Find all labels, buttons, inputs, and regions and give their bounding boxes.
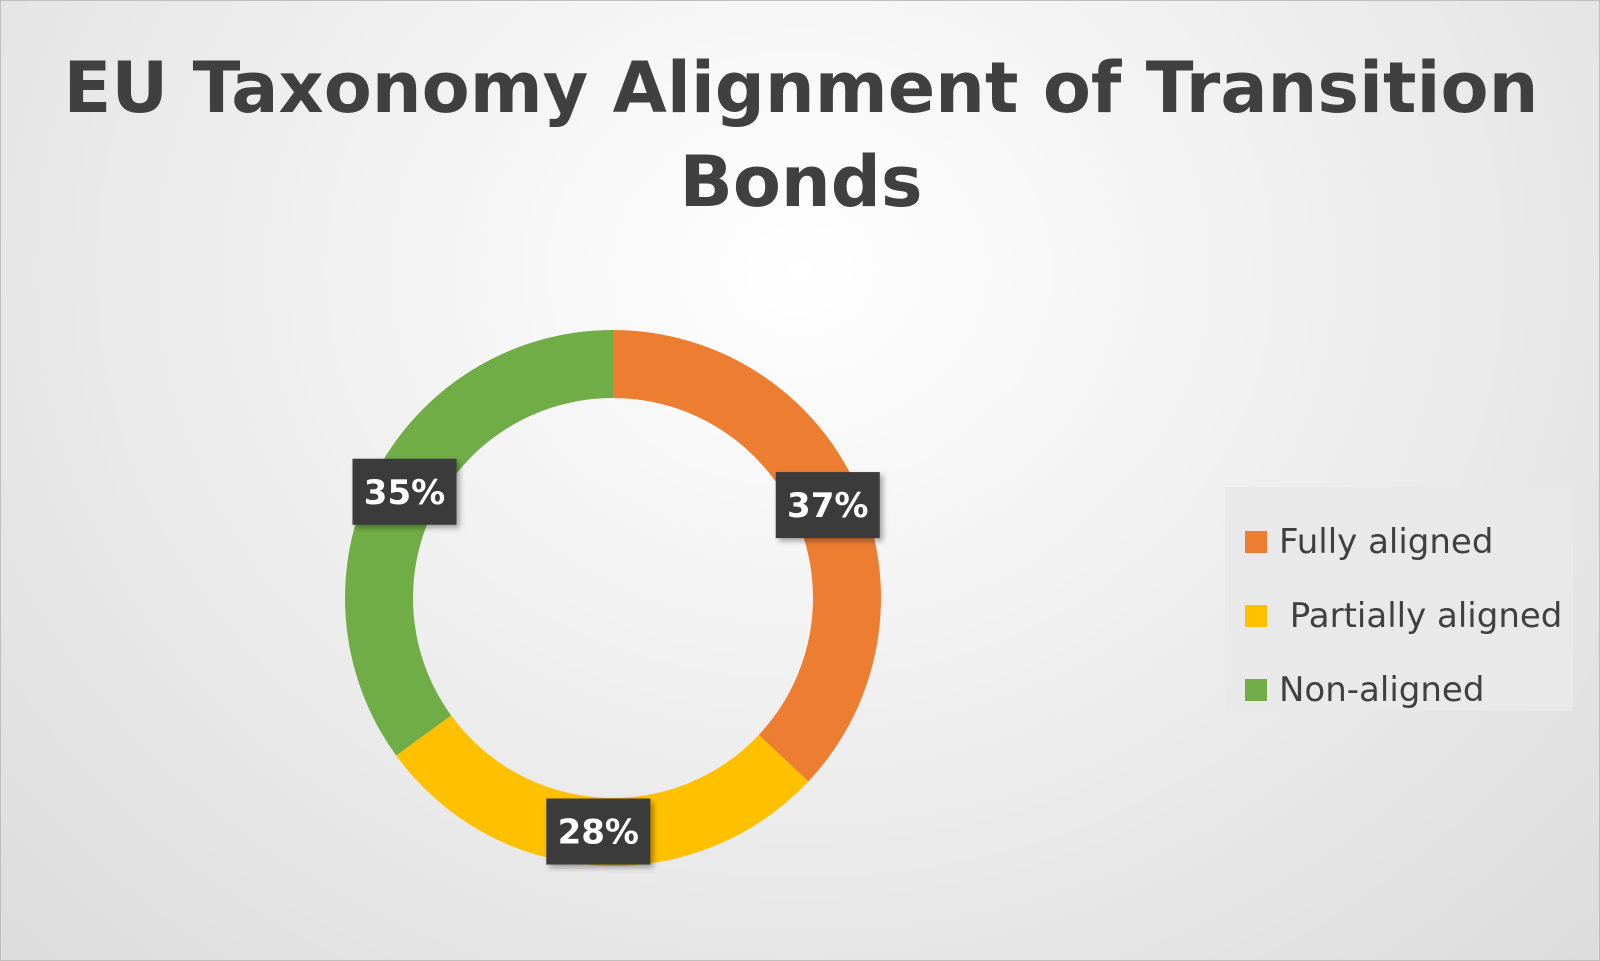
data-label-text: 35% xyxy=(364,473,445,513)
slice-fully-aligned xyxy=(613,330,881,782)
legend-label-non-aligned: Non-aligned xyxy=(1279,670,1485,710)
data-label-box xyxy=(546,798,651,865)
legend-swatch-non-aligned xyxy=(1245,679,1267,701)
data-label-box xyxy=(775,472,880,539)
data-label-non-aligned: 35% xyxy=(352,458,457,525)
data-label-box xyxy=(352,458,457,525)
legend-swatch-fully-aligned xyxy=(1245,531,1267,553)
legend-item-partially-aligned: Partially aligned xyxy=(1245,579,1573,653)
legend-swatch-partially-aligned xyxy=(1245,605,1267,627)
data-label-fully-aligned: 37% xyxy=(775,472,880,539)
legend-item-fully-aligned: Fully aligned xyxy=(1245,505,1573,579)
data-label-partially-aligned: 28% xyxy=(546,798,651,865)
data-label-text: 37% xyxy=(787,486,868,526)
chart-title: EU Taxonomy Alignment of Transition Bond… xyxy=(63,47,1539,223)
legend-label-fully-aligned: Fully aligned xyxy=(1279,522,1494,562)
data-label-text: 28% xyxy=(558,813,639,853)
slice-non-aligned xyxy=(345,330,613,756)
legend: Fully aligned Partially aligned Non-alig… xyxy=(1225,487,1573,711)
legend-item-non-aligned: Non-aligned xyxy=(1245,653,1573,727)
legend-label-partially-aligned: Partially aligned xyxy=(1279,596,1563,636)
slice-partially-aligned xyxy=(396,715,809,867)
